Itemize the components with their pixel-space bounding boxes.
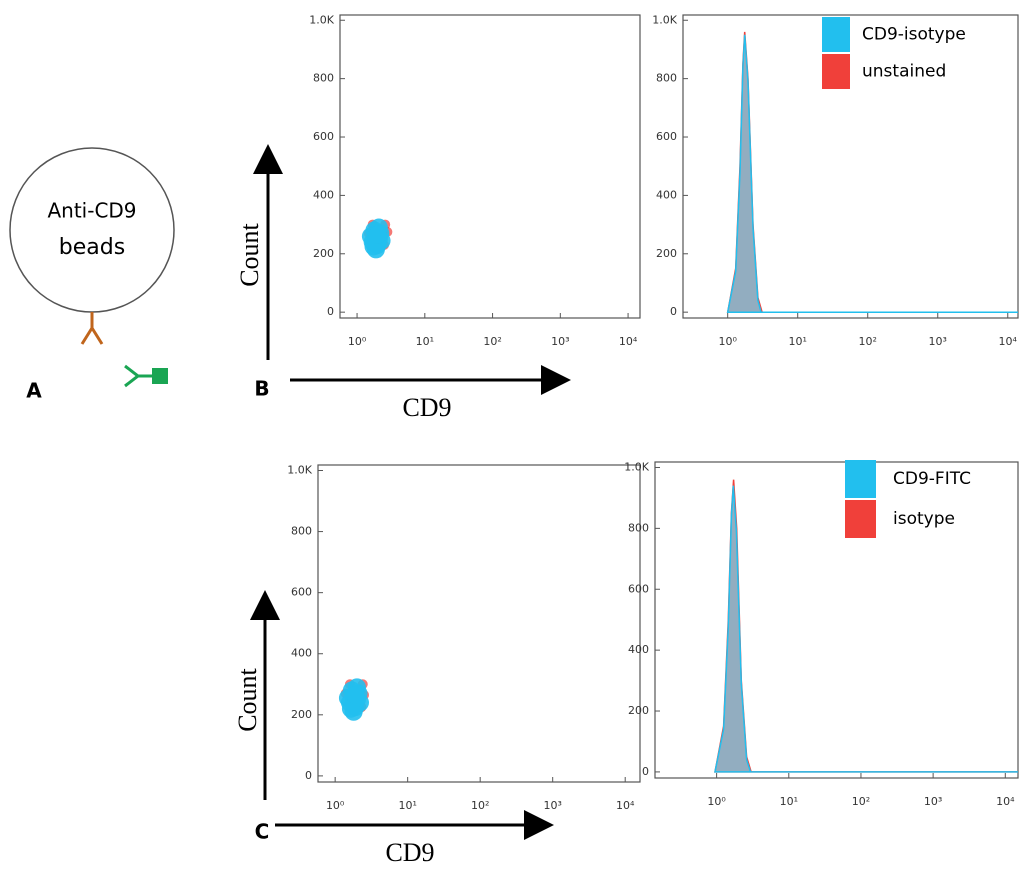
y-tick-label: 1.0K [652, 13, 677, 26]
point [368, 225, 387, 244]
bead-label: Anti-CD9 [47, 199, 136, 223]
x-tick-label: 10⁴ [999, 335, 1018, 348]
x-tick-label: 10³ [924, 795, 942, 808]
y-tick-label: 200 [313, 247, 334, 260]
x-tick-label: 10⁰ [326, 799, 345, 812]
x-tick-label: 10³ [551, 335, 569, 348]
x-tick-label: 10² [852, 795, 870, 808]
y-axis-label: Count [235, 222, 264, 286]
plot-frame [682, 14, 1019, 319]
x-tick-label: 10³ [543, 799, 561, 812]
legend-swatch [845, 460, 876, 498]
legend-label: unstained [862, 62, 946, 82]
legend-label: CD9-isotype [862, 25, 966, 45]
y-tick-label: 0 [305, 769, 312, 782]
y-tick-label: 0 [327, 305, 334, 318]
y-tick-label: 600 [656, 130, 677, 143]
bead [9, 147, 175, 313]
y-tick-label: 1.0K [309, 13, 334, 26]
x-tick-label: 10⁰ [707, 795, 726, 808]
x-tick-label: 10⁴ [616, 799, 635, 812]
x-tick-label: 10⁰ [718, 335, 737, 348]
x-tick-label: 10² [483, 335, 501, 348]
x-tick-label: 10¹ [780, 795, 798, 808]
fluorophore [152, 368, 168, 384]
bead-label: beads [59, 235, 125, 260]
y-tick-label: 600 [628, 582, 649, 595]
x-tick-label: 10³ [929, 335, 947, 348]
point [346, 685, 365, 704]
y-tick-label: 400 [656, 188, 677, 201]
y-tick-label: 400 [291, 647, 312, 660]
panel-label: A [26, 379, 42, 403]
plot-frame [317, 464, 641, 783]
point [341, 699, 360, 718]
y-axis-label: Count [233, 667, 262, 731]
panel-label: B [254, 377, 269, 401]
legend-swatch [822, 17, 850, 52]
x-tick-label: 10¹ [788, 335, 806, 348]
x-tick-label: 10² [471, 799, 489, 812]
y-tick-label: 200 [628, 704, 649, 717]
legend-swatch [822, 54, 850, 89]
y-tick-label: 0 [670, 305, 677, 318]
histogram-area [714, 485, 1018, 773]
y-tick-label: 800 [656, 72, 677, 85]
antibody [124, 364, 152, 388]
legend-swatch [845, 500, 876, 538]
x-tick-label: 10⁴ [996, 795, 1015, 808]
y-tick-label: 200 [656, 247, 677, 260]
y-tick-label: 600 [291, 586, 312, 599]
y-tick-label: 400 [628, 643, 649, 656]
y-tick-label: 600 [313, 130, 334, 143]
x-tick-label: 10⁰ [348, 335, 367, 348]
y-tick-label: 0 [642, 765, 649, 778]
histogram-area [726, 34, 1018, 313]
panel-label: C [255, 820, 270, 844]
antibody [80, 312, 104, 345]
plot-frame [339, 14, 641, 319]
x-tick-label: 10¹ [416, 335, 434, 348]
x-axis-label: CD9 [402, 393, 451, 422]
legend-label: CD9-FITC [893, 469, 971, 489]
y-tick-label: 800 [313, 72, 334, 85]
x-axis-label: CD9 [385, 838, 434, 867]
y-tick-label: 200 [291, 708, 312, 721]
y-tick-label: 1.0K [287, 463, 312, 476]
x-tick-label: 10² [859, 335, 877, 348]
x-tick-label: 10¹ [398, 799, 416, 812]
x-tick-label: 10⁴ [619, 335, 638, 348]
y-tick-label: 1.0K [624, 460, 649, 473]
y-tick-label: 400 [313, 188, 334, 201]
plot-frame [654, 461, 1019, 779]
y-tick-label: 800 [291, 525, 312, 538]
legend-label: isotype [893, 509, 955, 529]
y-tick-label: 800 [628, 521, 649, 534]
